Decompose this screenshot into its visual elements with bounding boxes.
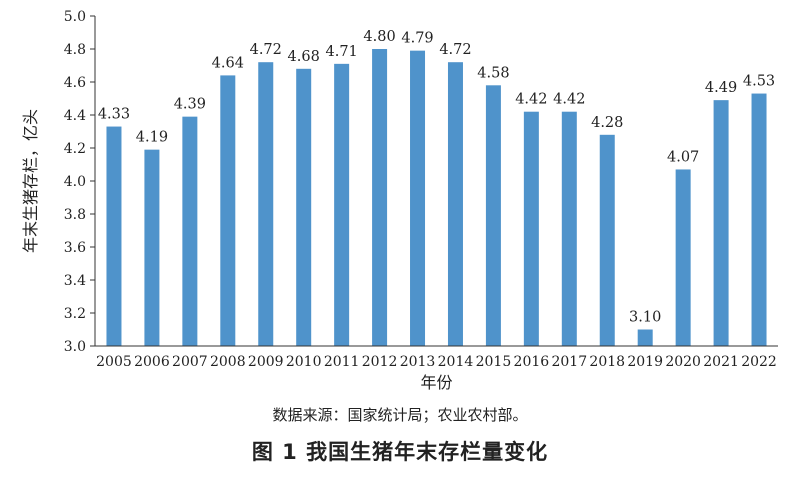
x-tick-label: 2013	[400, 354, 436, 370]
y-tick-label: 5.0	[64, 9, 86, 25]
y-tick-label: 4.4	[64, 108, 86, 124]
x-tick-label: 2010	[286, 354, 322, 370]
bar	[675, 169, 691, 346]
x-tick-label: 2020	[665, 354, 701, 370]
y-tick-label: 3.6	[64, 240, 86, 256]
bar	[334, 63, 350, 346]
bar	[372, 49, 388, 346]
x-tick-label: 2017	[551, 354, 587, 370]
data-label: 3.10	[629, 310, 661, 326]
bar	[296, 68, 312, 347]
y-tick-label: 4.8	[64, 42, 86, 58]
bar	[523, 111, 539, 346]
y-tick-label: 3.0	[64, 339, 86, 355]
data-label: 4.19	[136, 130, 168, 146]
bar	[106, 126, 122, 346]
x-tick-label: 2007	[172, 354, 208, 370]
x-tick-label: 2008	[210, 354, 246, 370]
bar	[220, 75, 236, 347]
x-tick-label: 2022	[741, 354, 777, 370]
y-axis-label: 年末生猪存栏，亿头	[21, 109, 40, 253]
bar	[144, 149, 160, 346]
data-labels-group: 4.33 4.19 4.39 4.64 4.72 4.68 4.71 4.80 4.79 4.72…	[98, 29, 775, 326]
data-label: 4.71	[325, 44, 357, 60]
data-source-note: 数据来源：国家统计局；农业农村部。	[272, 406, 528, 424]
bar	[561, 111, 577, 346]
x-tick-label: 2009	[248, 354, 284, 370]
bars-group	[106, 49, 767, 347]
bar	[258, 62, 274, 346]
x-tick-label: 2005	[96, 354, 132, 370]
x-ticks-group: 2005 2006 2007 2008 2009 2010 2011 2012 2013 2014…	[96, 354, 777, 370]
x-tick-label: 2014	[438, 354, 474, 370]
x-tick-label: 2012	[362, 354, 398, 370]
data-label: 4.42	[553, 92, 585, 108]
x-tick-label: 2006	[134, 354, 170, 370]
x-tick-label: 2016	[514, 354, 550, 370]
data-label: 4.28	[591, 115, 623, 131]
x-tick-label: 2011	[324, 354, 360, 370]
x-tick-label: 2015	[476, 354, 512, 370]
data-label: 4.49	[705, 80, 737, 96]
y-tick-label: 3.2	[64, 306, 86, 322]
bar	[599, 134, 615, 346]
data-label: 4.72	[250, 42, 282, 58]
y-tick-label: 3.4	[64, 273, 86, 289]
bar	[182, 116, 198, 347]
x-tick-label: 2019	[627, 354, 663, 370]
x-tick-label: 2018	[589, 354, 625, 370]
bar	[485, 85, 501, 347]
data-label: 4.42	[515, 92, 547, 108]
bar	[447, 62, 463, 346]
data-label: 4.72	[439, 42, 471, 58]
data-label: 4.07	[667, 149, 699, 165]
y-tick-label: 4.6	[64, 75, 86, 91]
x-tick-label: 2021	[703, 354, 739, 370]
y-axis-title: 年末生猪存栏，亿头	[21, 109, 40, 253]
bar	[713, 100, 729, 347]
data-label: 4.33	[98, 107, 130, 123]
data-label: 4.58	[477, 65, 509, 81]
y-tick-label: 3.8	[64, 207, 86, 223]
data-label: 4.64	[212, 55, 244, 71]
y-ticks-group: 3.0 3.2 3.4 3.6 3.8 4.0 4.2 4.4 4.6 4.8 5.0	[64, 9, 95, 355]
bar	[410, 50, 426, 347]
bar-chart-svg: 年末生猪存栏，亿头 4.334.194.394.644.72 4.68 4.714.…	[21, 9, 778, 392]
bar	[751, 93, 767, 346]
data-label: 4.79	[401, 31, 433, 47]
y-tick-label: 4.0	[64, 174, 86, 190]
x-axis-label: 年份	[420, 373, 452, 392]
figure-caption: 图 1 我国生猪年末存栏量变化	[251, 440, 549, 464]
bar	[637, 329, 653, 346]
data-label: 4.80	[363, 29, 395, 45]
chart: 年末生猪存栏，亿头 4.33 4.19 4.39 4.64 4.72 4.68 4.71 4.…	[21, 9, 778, 392]
data-label: 4.39	[174, 97, 206, 113]
data-label: 4.53	[743, 74, 775, 90]
axes-group	[94, 16, 778, 347]
y-tick-label: 4.2	[64, 141, 86, 157]
data-label: 4.68	[288, 49, 320, 65]
